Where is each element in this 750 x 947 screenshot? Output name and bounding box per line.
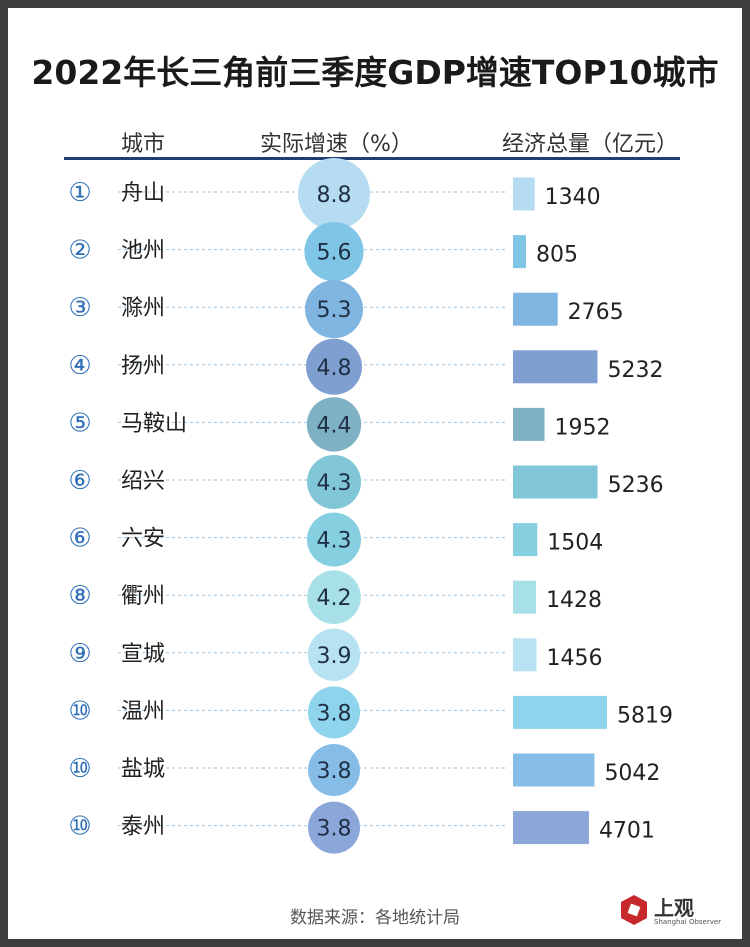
rank-label: ⑩	[68, 754, 91, 784]
growth-bubble	[305, 280, 363, 339]
logo-subtitle: Shanghai Observer	[654, 918, 722, 926]
growth-value: 5.3	[317, 298, 352, 323]
city-label: 衢州	[121, 584, 165, 609]
gdp-bar	[513, 811, 589, 845]
rank-label: ⑩	[68, 696, 91, 726]
gdp-value: 1952	[555, 415, 611, 440]
gdp-bar	[513, 465, 598, 499]
growth-value: 3.8	[317, 817, 352, 842]
column-header-growth: 实际增速（%）	[260, 132, 413, 157]
gdp-bar	[513, 350, 598, 384]
gdp-value: 2765	[568, 300, 624, 325]
growth-bubble	[308, 801, 360, 854]
growth-value: 4.2	[317, 586, 352, 611]
growth-value: 4.8	[317, 356, 352, 381]
growth-value: 3.9	[317, 644, 352, 669]
city-label: 泰州	[121, 815, 165, 840]
city-label: 六安	[121, 527, 165, 552]
growth-value: 4.4	[317, 413, 352, 438]
data-source: 数据来源：各地统计局	[290, 908, 460, 928]
gdp-value: 5819	[617, 703, 673, 728]
growth-value: 4.3	[317, 529, 352, 554]
rank-label: ⑥	[68, 524, 91, 554]
city-label: 舟山	[121, 181, 165, 206]
gdp-value: 5232	[608, 358, 664, 383]
logo: 上观 Shanghai Observer	[618, 890, 728, 932]
city-label: 马鞍山	[121, 411, 187, 436]
growth-value: 3.8	[317, 701, 352, 726]
gdp-bar	[513, 177, 535, 211]
growth-bubble	[307, 512, 361, 567]
growth-value: 4.3	[317, 471, 352, 496]
chart-title: 2022年长三角前三季度GDP增速TOP10城市	[31, 53, 719, 92]
gdp-value: 1504	[547, 531, 603, 556]
rank-label: ③	[68, 293, 91, 323]
growth-bubble	[304, 222, 364, 282]
infographic-card: 2022年长三角前三季度GDP增速TOP10城市 城市 实际增速（%） 经济总量…	[8, 8, 742, 939]
rank-label: ①	[68, 178, 91, 208]
gdp-value: 5042	[604, 761, 660, 786]
city-label: 扬州	[121, 354, 165, 379]
growth-bubble	[307, 570, 361, 624]
growth-bubble	[306, 397, 362, 452]
rank-label: ⑤	[68, 408, 91, 438]
growth-bubble	[307, 628, 361, 681]
city-label: 宣城	[121, 642, 165, 667]
gdp-value: 805	[536, 243, 578, 268]
growth-bubble	[298, 158, 370, 230]
gdp-value: 1340	[545, 185, 601, 210]
growth-bubble	[307, 455, 361, 509]
gdp-value: 1428	[546, 588, 602, 613]
rank-label: ⑩	[68, 812, 91, 842]
growth-value: 8.8	[317, 183, 352, 208]
growth-bubble	[308, 686, 360, 739]
gdp-bar	[513, 407, 545, 441]
rank-label: ②	[68, 236, 91, 266]
gdp-bar	[513, 638, 537, 672]
growth-value: 5.6	[317, 241, 352, 266]
gdp-value: 1456	[547, 646, 603, 671]
growth-value: 3.8	[317, 759, 352, 784]
rank-label: ⑨	[68, 639, 91, 669]
ranking-chart: ① 舟山 8.8 1340 ② 池州 5.6 805 ③ 滁州 5.3 2765 ④ 扬州 4.8 5232 ⑤…	[68, 158, 673, 854]
logo-name: 上观	[654, 896, 694, 920]
column-header-gdp: 经济总量（亿元）	[502, 132, 679, 157]
city-label: 滁州	[121, 296, 165, 321]
logo-icon	[621, 895, 647, 925]
header-divider	[64, 157, 680, 160]
gdp-value: 5236	[608, 473, 664, 498]
city-label: 温州	[121, 699, 165, 724]
column-header-city: 城市	[121, 132, 166, 157]
gdp-bar	[513, 753, 595, 787]
growth-bubble	[306, 338, 362, 395]
rank-label: ④	[68, 351, 91, 381]
gdp-bar	[513, 235, 527, 269]
city-label: 盐城	[121, 757, 165, 782]
city-label: 绍兴	[121, 469, 165, 494]
gdp-bar	[513, 695, 607, 729]
gdp-bar	[513, 580, 537, 614]
rank-label: ⑧	[68, 581, 91, 611]
gdp-bar	[513, 523, 538, 557]
rank-label: ⑥	[68, 466, 91, 496]
growth-bubble	[308, 744, 360, 796]
gdp-bar	[513, 292, 558, 326]
city-label: 池州	[121, 239, 165, 264]
gdp-value: 4701	[599, 819, 655, 844]
